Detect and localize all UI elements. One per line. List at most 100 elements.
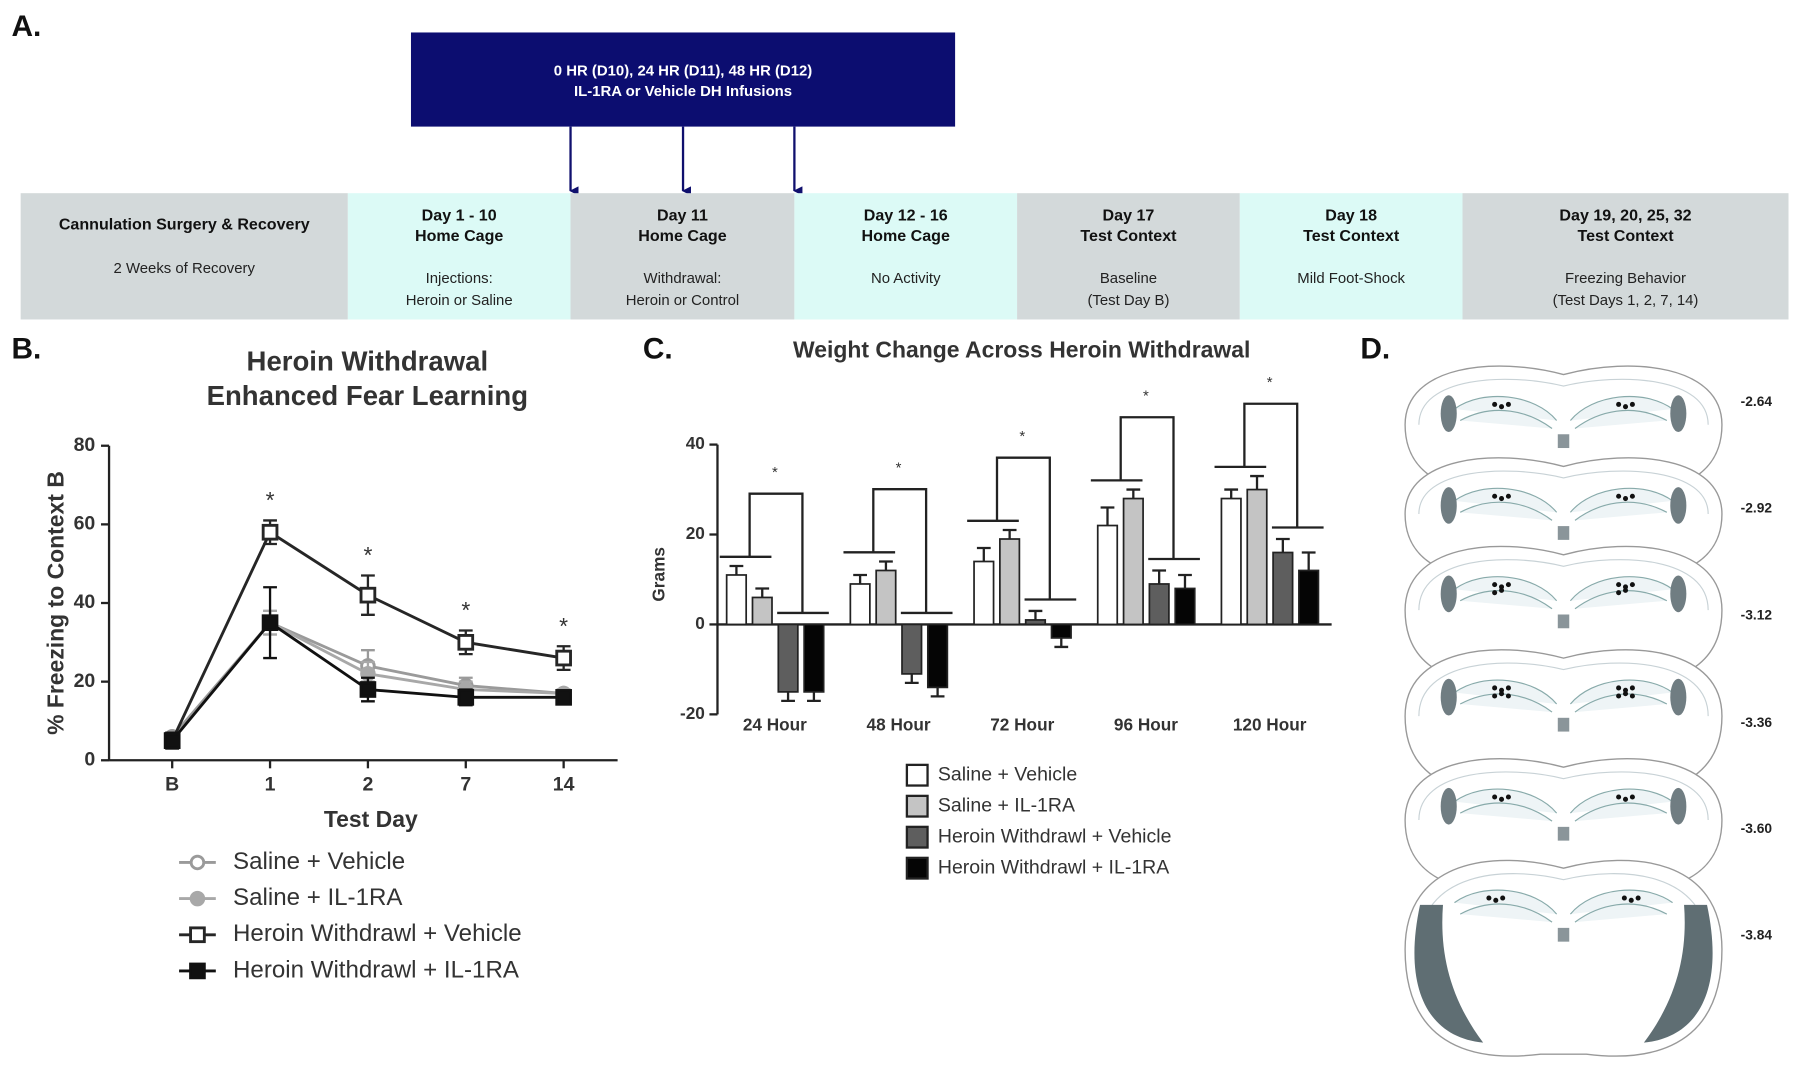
injection-site bbox=[1505, 693, 1511, 699]
panel-label: C. bbox=[643, 332, 673, 365]
bar bbox=[751, 596, 773, 626]
ventricle bbox=[1557, 526, 1570, 540]
error-bar bbox=[1126, 488, 1141, 499]
stage-box bbox=[570, 193, 795, 320]
stage-title: Home Cage bbox=[415, 227, 503, 245]
marker bbox=[555, 649, 572, 667]
stage-title: Day 17 bbox=[1103, 206, 1155, 224]
coordinate-label: -3.60 bbox=[1741, 821, 1773, 836]
lateral-region bbox=[1670, 787, 1687, 825]
injection-site bbox=[1629, 794, 1635, 800]
inner-contour bbox=[1418, 662, 1709, 717]
injection-site bbox=[1616, 590, 1622, 596]
stage-description: Heroin or Control bbox=[626, 292, 740, 309]
marker bbox=[261, 614, 279, 631]
injection-site bbox=[1621, 895, 1627, 901]
error-bar bbox=[930, 687, 945, 698]
brain-section bbox=[1404, 859, 1723, 1057]
marker bbox=[359, 681, 377, 698]
significance: * bbox=[461, 597, 470, 623]
stage-title: Test Context bbox=[1577, 227, 1674, 245]
stage-description: Withdrawal: bbox=[644, 270, 722, 287]
bar bbox=[777, 623, 799, 693]
coordinate-label: -3.36 bbox=[1741, 715, 1773, 730]
y-tick-label: 40 bbox=[686, 433, 705, 453]
stage-title: Cannulation Surgery & Recovery bbox=[59, 216, 310, 234]
infusion-text: IL-1RA or Vehicle DH Infusions bbox=[574, 83, 792, 100]
significance: * bbox=[266, 487, 275, 513]
stage-title: Day 12 - 16 bbox=[864, 206, 948, 224]
stage-description: Heroin or Saline bbox=[406, 292, 513, 309]
significance: * bbox=[1143, 388, 1149, 405]
ventricle bbox=[1557, 717, 1570, 732]
x-tick-label: 7 bbox=[460, 774, 471, 796]
chart-title: Weight Change Across Heroin Withdrawal bbox=[793, 337, 1250, 363]
bar bbox=[1148, 583, 1170, 626]
error-bar bbox=[1054, 637, 1069, 649]
y-tick-label: 0 bbox=[695, 613, 705, 633]
injection-site bbox=[1492, 685, 1498, 691]
stage-description: Injections: bbox=[426, 270, 493, 287]
panel-label: B. bbox=[11, 332, 41, 365]
y-tick-label: 80 bbox=[74, 434, 96, 456]
lateral-region bbox=[1414, 904, 1484, 1043]
stage-description: (Test Days 1, 2, 7, 14) bbox=[1553, 292, 1699, 309]
bracket bbox=[843, 488, 953, 615]
y-axis-label: % Freezing to Context B bbox=[42, 471, 68, 735]
error-bar bbox=[976, 546, 991, 562]
significance: * bbox=[772, 464, 778, 481]
x-tick-label: 48 Hour bbox=[867, 714, 931, 734]
stage-title: Test Context bbox=[1303, 227, 1400, 245]
stage-description: Freezing Behavior bbox=[1565, 270, 1686, 287]
marker bbox=[261, 523, 279, 541]
y-tick-label: 60 bbox=[74, 513, 96, 535]
x-tick-label: 1 bbox=[265, 774, 276, 796]
lateral-region bbox=[1440, 487, 1457, 524]
legend-swatch bbox=[905, 825, 929, 849]
injection-site bbox=[1622, 404, 1629, 410]
error-bar bbox=[1100, 506, 1115, 526]
bracket bbox=[1090, 416, 1200, 561]
stage-box bbox=[794, 193, 1018, 320]
bar bbox=[1050, 623, 1072, 639]
injection-site bbox=[1616, 493, 1622, 499]
error-bar bbox=[1224, 488, 1239, 499]
marker bbox=[163, 732, 181, 749]
bar bbox=[875, 569, 897, 626]
x-tick-label: 72 Hour bbox=[990, 714, 1054, 734]
brain-section bbox=[1404, 758, 1723, 893]
legend-swatch bbox=[905, 763, 929, 787]
legend-marker bbox=[189, 854, 206, 871]
injection-site bbox=[1622, 587, 1629, 593]
injection-site bbox=[1492, 493, 1498, 499]
stage-description: No Activity bbox=[871, 270, 941, 287]
stage-title: Day 11 bbox=[657, 206, 708, 224]
legend-swatch bbox=[905, 794, 929, 818]
error-bar bbox=[1275, 537, 1290, 553]
injection-site bbox=[1499, 404, 1505, 410]
ventricle bbox=[1557, 826, 1570, 841]
bar bbox=[1220, 497, 1242, 626]
bar bbox=[1122, 497, 1144, 626]
significance: * bbox=[896, 459, 902, 476]
legend-label: Saline + IL-1RA bbox=[233, 884, 403, 911]
ventricle bbox=[1557, 927, 1570, 942]
injection-site bbox=[1505, 685, 1511, 691]
panel-label: A. bbox=[11, 10, 41, 43]
x-tick-label: 14 bbox=[553, 774, 575, 796]
error-bar bbox=[807, 691, 821, 703]
injection-site bbox=[1628, 897, 1634, 903]
inner-contour bbox=[1418, 873, 1709, 950]
coordinate-label: -3.12 bbox=[1741, 607, 1773, 622]
stage-title: Test Context bbox=[1080, 227, 1177, 245]
stage-title: Day 19, 20, 25, 32 bbox=[1559, 206, 1691, 224]
injection-site bbox=[1493, 897, 1499, 903]
stage-description: (Test Day B) bbox=[1087, 292, 1169, 309]
legend-label: Heroin Withdrawl + IL-1RA bbox=[938, 856, 1169, 878]
injection-site bbox=[1622, 691, 1629, 697]
stage-description: Mild Foot-Shock bbox=[1297, 270, 1405, 287]
injection-site bbox=[1499, 691, 1505, 697]
y-tick-label: 0 bbox=[84, 748, 95, 770]
injection-site bbox=[1616, 582, 1622, 588]
stage-description: Baseline bbox=[1100, 270, 1157, 287]
